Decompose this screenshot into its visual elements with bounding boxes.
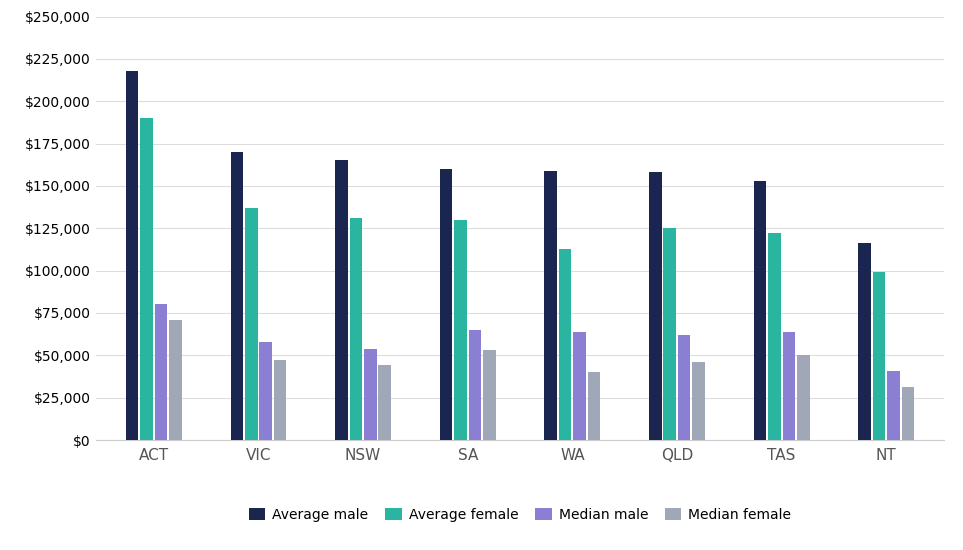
Bar [126, 71, 139, 440]
Bar [678, 335, 690, 440]
Bar [245, 208, 257, 440]
Bar [858, 244, 871, 440]
Bar [364, 349, 377, 440]
Bar [141, 118, 153, 440]
Bar [649, 172, 662, 440]
Bar [378, 365, 391, 440]
Bar [155, 305, 168, 440]
Bar [230, 152, 243, 440]
Bar [559, 249, 571, 440]
Bar [692, 362, 705, 440]
Bar [754, 181, 767, 440]
Bar [469, 330, 482, 440]
Bar [887, 371, 899, 440]
Bar [259, 342, 272, 440]
Bar [350, 218, 362, 440]
Bar [901, 388, 914, 440]
Bar [797, 355, 810, 440]
Bar [664, 228, 676, 440]
Bar [872, 272, 885, 440]
Bar [544, 170, 557, 440]
Bar [587, 372, 600, 440]
Bar [783, 332, 795, 440]
Bar [455, 220, 467, 440]
Bar [169, 320, 182, 440]
Bar [483, 350, 496, 440]
Bar [335, 161, 348, 440]
Bar [573, 332, 586, 440]
Legend: Average male, Average female, Median male, Median female: Average male, Average female, Median mal… [243, 502, 797, 527]
Bar [273, 360, 286, 440]
Bar [440, 169, 453, 440]
Bar [768, 233, 781, 440]
